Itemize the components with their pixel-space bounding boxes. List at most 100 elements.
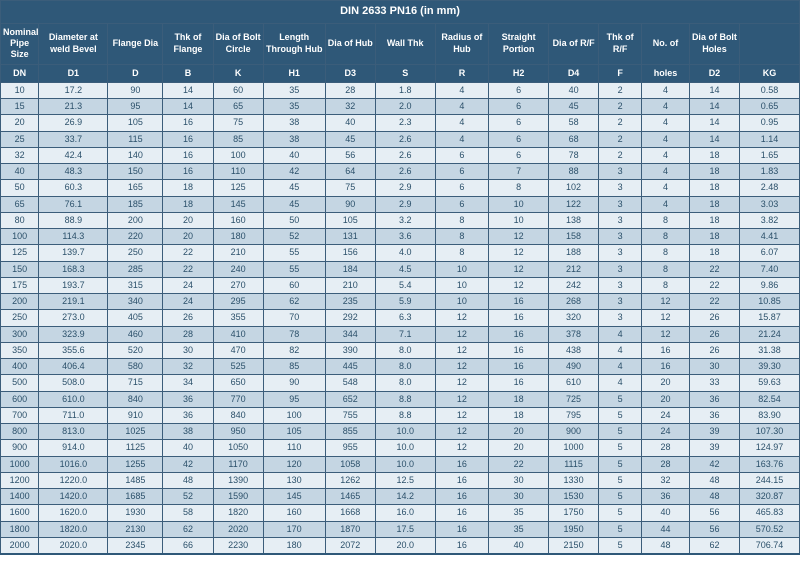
table-cell: 32 <box>642 472 690 488</box>
table-cell: 70 <box>263 310 325 326</box>
col-label: Dia of Hub <box>325 23 375 64</box>
col-label: Radius of Hub <box>435 23 489 64</box>
table-cell: 122 <box>549 196 599 212</box>
table-cell: 4.41 <box>740 229 800 245</box>
table-cell: 31.38 <box>740 342 800 358</box>
table-cell: 15.87 <box>740 310 800 326</box>
table-cell: 9.86 <box>740 277 800 293</box>
table-cell: 268 <box>549 294 599 310</box>
table-cell: 2230 <box>213 537 263 554</box>
table-cell: 2.9 <box>375 196 435 212</box>
table-cell: 76.1 <box>39 196 108 212</box>
table-cell: 7.40 <box>740 261 800 277</box>
table-cell: 8 <box>489 180 549 196</box>
table-cell: 16 <box>489 359 549 375</box>
table-cell: 2130 <box>108 521 163 537</box>
table-cell: 1016.0 <box>39 456 108 472</box>
table-row: 800813.010253895010585510.01220900524391… <box>1 424 800 440</box>
table-cell: 39 <box>689 424 739 440</box>
table-cell: 40 <box>642 505 690 521</box>
table-cell: 950 <box>213 424 263 440</box>
table-cell: 100 <box>213 147 263 163</box>
table-cell: 22 <box>489 456 549 472</box>
table-cell: 16 <box>489 310 549 326</box>
table-cell: 65 <box>1 196 39 212</box>
table-cell: 405 <box>108 310 163 326</box>
table-cell: 4 <box>642 115 690 131</box>
header-row-labels: Nominal Pipe Size Diameter at weld Bevel… <box>1 23 800 64</box>
table-cell: 90 <box>263 375 325 391</box>
col-symbol: F <box>599 64 642 82</box>
table-row: 8088.920020160501053.281013838183.82 <box>1 212 800 228</box>
table-cell: 44 <box>642 521 690 537</box>
table-cell: 21.24 <box>740 326 800 342</box>
table-cell: 56 <box>689 521 739 537</box>
table-cell: 16 <box>489 326 549 342</box>
table-cell: 5 <box>599 505 642 521</box>
table-cell: 35 <box>489 505 549 521</box>
table-cell: 184 <box>325 261 375 277</box>
table-cell: 24 <box>642 407 690 423</box>
table-cell: 18 <box>163 180 213 196</box>
table-cell: 14 <box>163 99 213 115</box>
table-cell: 62 <box>263 294 325 310</box>
table-cell: 8.0 <box>375 375 435 391</box>
table-cell: 36 <box>163 407 213 423</box>
table-cell: 100 <box>1 229 39 245</box>
table-cell: 10 <box>489 212 549 228</box>
table-cell: 16 <box>163 115 213 131</box>
table-cell: 88.9 <box>39 212 108 228</box>
din-flange-table: DIN 2633 PN16 (in mm) Nominal Pipe Size … <box>0 0 800 555</box>
col-symbol: H2 <box>489 64 549 82</box>
table-cell: 12 <box>435 407 489 423</box>
table-cell: 66 <box>163 537 213 554</box>
table-cell: 8 <box>642 229 690 245</box>
table-body: 1017.290146035281.8464024140.581521.3951… <box>1 82 800 554</box>
table-cell: 65 <box>213 99 263 115</box>
table-cell: 4 <box>642 99 690 115</box>
table-cell: 6 <box>489 99 549 115</box>
table-cell: 1870 <box>325 521 375 537</box>
table-cell: 39.30 <box>740 359 800 375</box>
table-cell: 8 <box>435 212 489 228</box>
table-cell: 14 <box>689 131 739 147</box>
table-cell: 200 <box>1 294 39 310</box>
table-cell: 150 <box>108 164 163 180</box>
table-cell: 95 <box>263 391 325 407</box>
table-cell: 1000 <box>549 440 599 456</box>
table-cell: 8.8 <box>375 407 435 423</box>
table-cell: 60 <box>213 82 263 98</box>
table-row: 2533.7115168538452.6466824141.14 <box>1 131 800 147</box>
table-cell: 600 <box>1 391 39 407</box>
col-label: Length Through Hub <box>263 23 325 64</box>
table-cell: 200 <box>108 212 163 228</box>
table-cell: 160 <box>263 505 325 521</box>
col-symbol: K <box>213 64 263 82</box>
table-cell: 12 <box>642 326 690 342</box>
table-cell: 292 <box>325 310 375 326</box>
table-cell: 34 <box>163 375 213 391</box>
table-cell: 10.0 <box>375 440 435 456</box>
table-cell: 12 <box>435 359 489 375</box>
table-cell: 16 <box>435 456 489 472</box>
table-cell: 6.07 <box>740 245 800 261</box>
table-cell: 16 <box>435 472 489 488</box>
table-cell: 40 <box>549 82 599 98</box>
table-cell: 4.5 <box>375 261 435 277</box>
table-cell: 175 <box>1 277 39 293</box>
col-symbol: D1 <box>39 64 108 82</box>
table-row: 2026.9105167538402.3465824140.95 <box>1 115 800 131</box>
table-cell: 813.0 <box>39 424 108 440</box>
table-cell: 570.52 <box>740 521 800 537</box>
table-cell: 3 <box>599 310 642 326</box>
table-cell: 145 <box>263 489 325 505</box>
table-cell: 115 <box>108 131 163 147</box>
table-cell: 5 <box>599 391 642 407</box>
table-cell: 795 <box>549 407 599 423</box>
table-cell: 3 <box>599 229 642 245</box>
table-cell: 14 <box>163 82 213 98</box>
table-cell: 60.3 <box>39 180 108 196</box>
col-label: Thk of R/F <box>599 23 642 64</box>
table-cell: 75 <box>213 115 263 131</box>
table-cell: 10.85 <box>740 294 800 310</box>
